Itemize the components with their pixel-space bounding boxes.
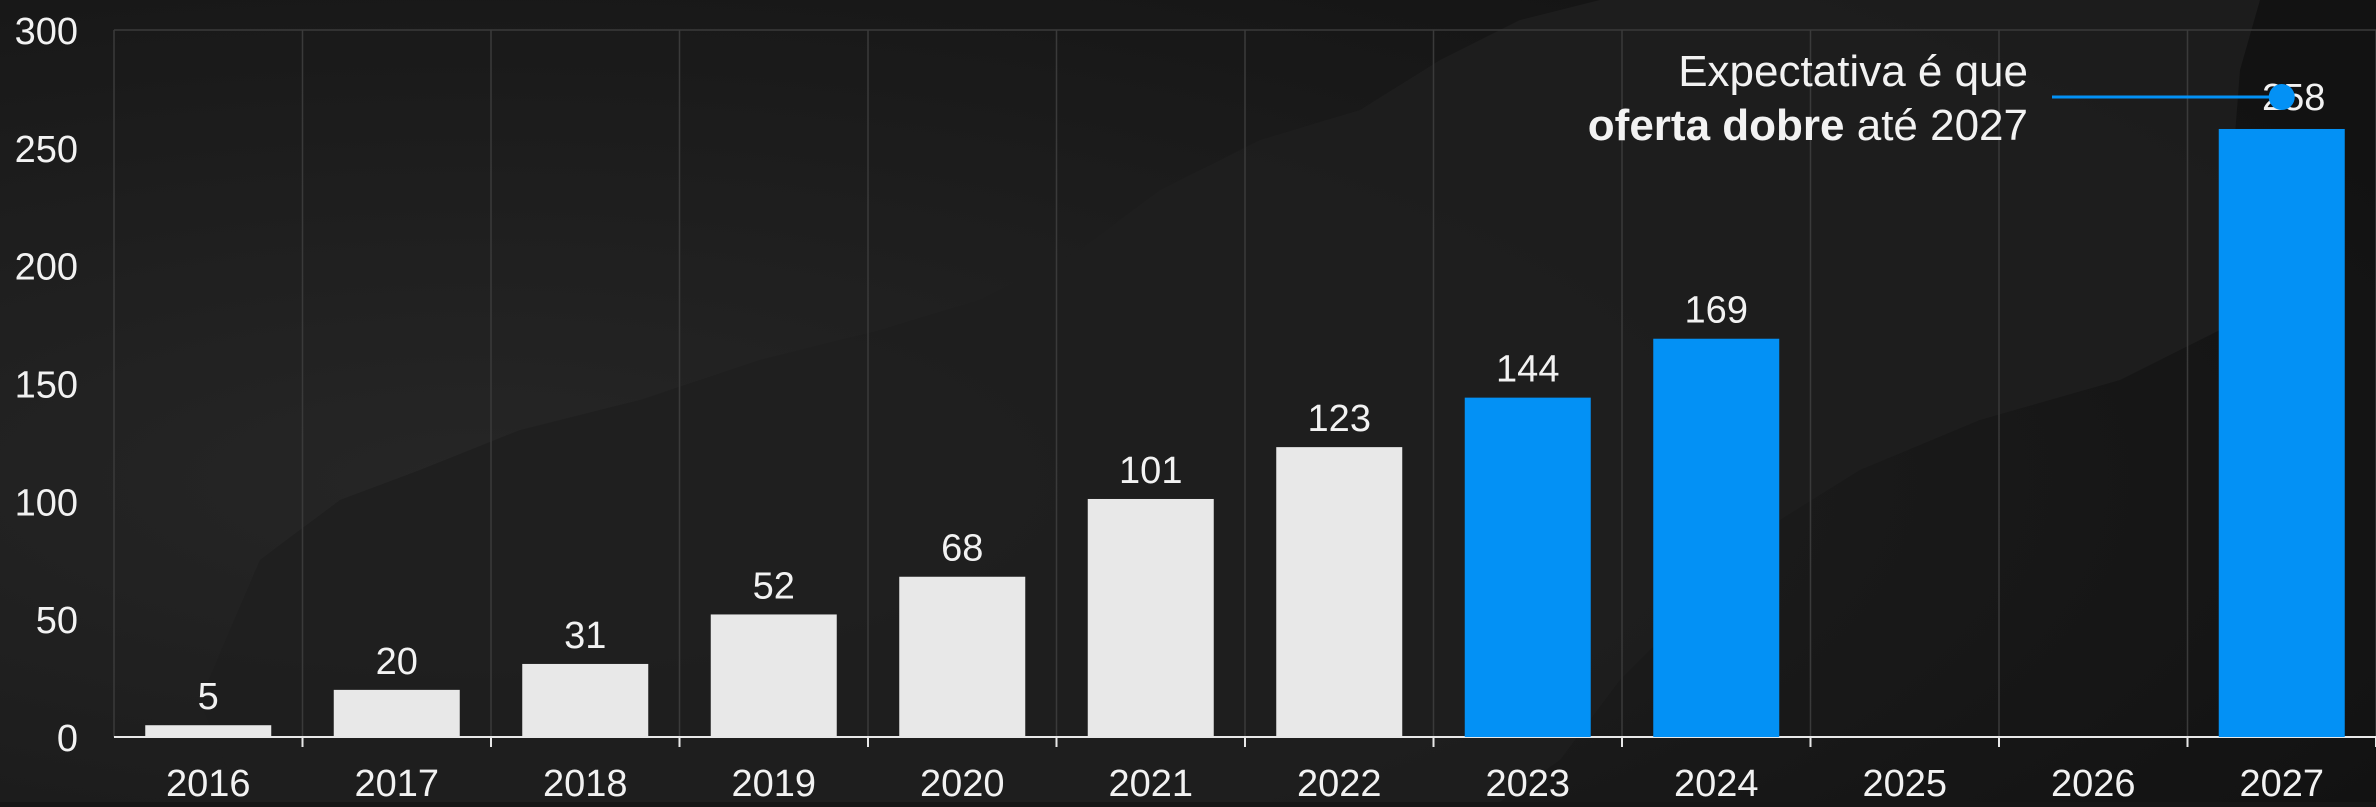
x-tick-label: 2025 — [1862, 763, 1947, 802]
annotation-line-2: oferta dobre até 2027 — [1588, 101, 2028, 150]
data-label-2017: 20 — [376, 641, 418, 683]
y-tick-label: 0 — [57, 718, 78, 760]
bar-2027 — [2218, 128, 2345, 738]
data-label-2019: 52 — [753, 565, 795, 607]
data-label-2022: 123 — [1308, 398, 1371, 440]
y-tick-label: 50 — [36, 600, 78, 642]
x-tick-label: 2023 — [1485, 763, 1570, 802]
y-tick-label: 250 — [15, 129, 78, 171]
bar-2024 — [1653, 338, 1780, 737]
bar-2023 — [1464, 397, 1591, 737]
bar-2016 — [145, 725, 272, 737]
annotation-dot — [2268, 84, 2295, 110]
bar-2021 — [1087, 498, 1214, 737]
bar-2018 — [522, 663, 649, 737]
data-label-2024: 169 — [1685, 290, 1748, 332]
y-tick-label: 100 — [15, 482, 78, 524]
annotation-line-1: Expectativa é que — [1678, 47, 2028, 96]
y-tick-label: 200 — [15, 247, 78, 289]
x-tick-label: 2018 — [543, 763, 628, 802]
bar-2019 — [710, 614, 837, 737]
x-tick-label: 2027 — [2239, 763, 2324, 802]
x-tick-label: 2024 — [1674, 763, 1759, 802]
data-label-2021: 101 — [1119, 450, 1182, 492]
x-tick-label: 2022 — [1297, 763, 1382, 802]
data-label-2023: 144 — [1496, 349, 1559, 391]
x-tick-label: 2021 — [1108, 763, 1193, 802]
data-labels: 520315268101123144169258 — [198, 77, 2326, 718]
x-tick-label: 2020 — [920, 763, 1005, 802]
y-tick-label: 150 — [15, 365, 78, 407]
data-label-2016: 5 — [198, 676, 219, 718]
x-tick-label: 2016 — [166, 763, 251, 802]
annotation: Expectativa é que oferta dobre até 2027 — [1588, 47, 2295, 150]
bar-2020 — [899, 576, 1026, 737]
bars — [145, 128, 2345, 738]
x-tick-label: 2017 — [354, 763, 439, 802]
annotation-bold: oferta dobre — [1588, 101, 1845, 150]
x-tick-label: 2026 — [2051, 763, 2136, 802]
data-label-2020: 68 — [941, 528, 983, 570]
y-tick-label: 300 — [15, 11, 78, 53]
bar-2022 — [1276, 447, 1403, 737]
grid-lines — [113, 29, 2376, 737]
bar-2017 — [333, 689, 460, 737]
annotation-rest: até 2027 — [1845, 101, 2029, 150]
map-silhouette — [200, 0, 2260, 802]
data-label-2018: 31 — [564, 615, 606, 657]
x-tick-label: 2019 — [731, 763, 816, 802]
